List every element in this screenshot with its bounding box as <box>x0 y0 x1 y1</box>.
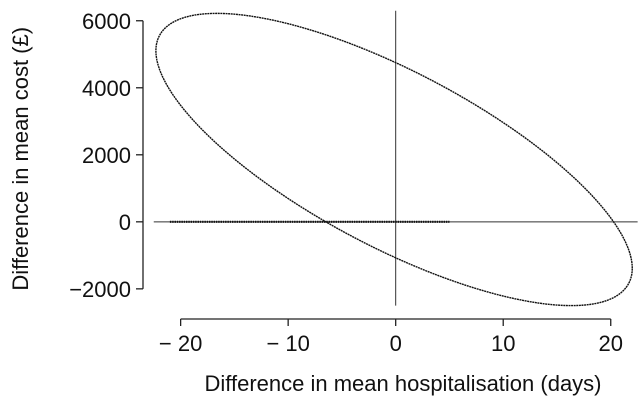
reference-lines <box>153 10 638 306</box>
x-tick-label: 10 <box>491 331 515 356</box>
tick-labels: −2000 0 2000 4000 6000 − 20 − 10 0 10 20 <box>69 9 623 356</box>
axes <box>136 20 612 326</box>
x-axis-title: Difference in mean hospitalisation (days… <box>204 371 601 396</box>
x-tick-label: − 20 <box>159 331 202 356</box>
y-tick-label: 0 <box>119 210 131 235</box>
y-tick-label: 6000 <box>82 9 131 34</box>
y-axis-title: Difference in mean cost (£) <box>8 27 33 291</box>
x-tick-label: 20 <box>598 331 622 356</box>
x-tick-label: − 10 <box>266 331 309 356</box>
y-tick-label: −2000 <box>69 277 131 302</box>
y-tick-label: 4000 <box>82 76 131 101</box>
x-tick-label: 0 <box>390 331 402 356</box>
confidence-ellipse <box>155 12 633 307</box>
y-tick-label: 2000 <box>82 143 131 168</box>
data-layer <box>155 12 633 307</box>
